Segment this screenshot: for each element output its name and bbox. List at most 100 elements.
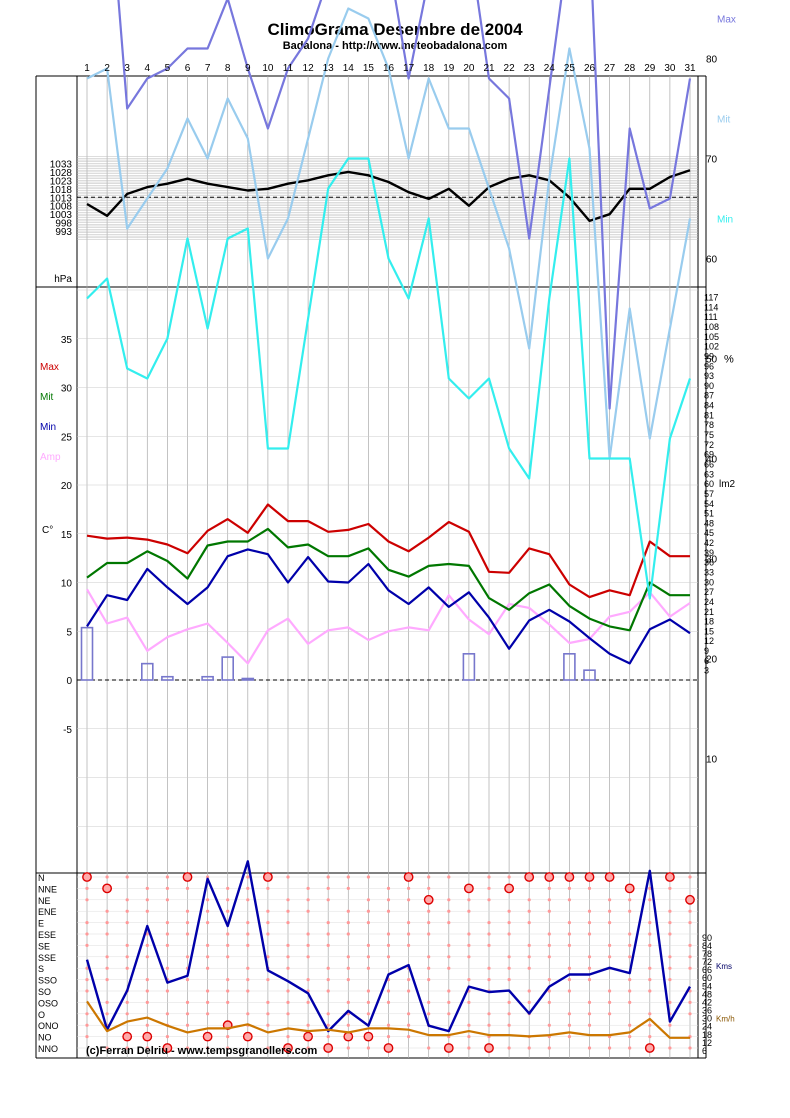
wind-frequency-dot	[447, 989, 451, 993]
wind-frequency-dot	[648, 989, 652, 993]
humidity-tick-label: 20	[706, 655, 718, 666]
wind-frequency-dot	[608, 909, 612, 913]
wind-frequency-dot	[165, 1012, 169, 1016]
wind-frequency-dot	[185, 909, 190, 913]
wind-frequency-dot	[266, 921, 270, 925]
dominant-direction-marker	[604, 872, 615, 882]
dominant-direction-marker	[524, 872, 535, 882]
temperature-tick-label: 30	[61, 384, 73, 395]
wind-frequency-dot	[185, 1000, 190, 1005]
wind-frequency-dot	[145, 955, 149, 959]
temperature-tick-label: -5	[63, 725, 72, 736]
wind-frequency-dot	[226, 932, 230, 936]
wind-frequency-dot	[206, 943, 210, 948]
wind-tick-label: 36	[702, 1006, 712, 1016]
wind-frequency-dot	[346, 932, 350, 936]
wind-tick-label: 60	[702, 973, 712, 983]
wind-tick-label: 66	[702, 965, 712, 975]
rain-tick-label: 12	[704, 636, 714, 646]
wind-frequency-dot	[587, 909, 592, 913]
wind-frequency-dot	[628, 898, 632, 902]
wind-frequency-dot	[587, 955, 592, 959]
wind-frequency-dot	[407, 932, 411, 936]
wind-frequency-dot	[246, 898, 250, 902]
wind-tick-label: 72	[702, 957, 712, 967]
wind-frequency-dot	[527, 955, 531, 959]
wind-frequency-dot	[547, 909, 551, 913]
wind-frequency-dot	[85, 921, 89, 925]
wind-frequency-dot	[447, 898, 451, 902]
wind-frequency-dot	[628, 955, 632, 959]
rain-tick-label: 114	[704, 302, 718, 312]
wind-frequency-dot	[427, 875, 431, 879]
wind-frequency-dot	[185, 886, 190, 891]
pressure-tick-label: 998	[55, 219, 72, 230]
wind-frequency-dot	[105, 932, 109, 936]
wind-frequency-dot	[185, 978, 190, 982]
wind-direction-label: O	[38, 1010, 45, 1020]
wind-frequency-dot	[125, 1012, 129, 1016]
humidity-tick-label: 10	[706, 755, 718, 766]
wind-frequency-dot	[266, 955, 270, 959]
chart-title: ClimoGrama Desembre de 2004	[267, 20, 523, 39]
wind-frequency-dot	[226, 943, 230, 948]
wind-frequency-dot	[165, 1035, 169, 1039]
wind-direction-label: N	[38, 873, 45, 883]
wind-frequency-dot	[185, 1023, 190, 1027]
wind-frequency-dot	[286, 909, 290, 913]
wind-frequency-dot	[487, 932, 491, 936]
wind-frequency-dot	[547, 898, 551, 902]
day-tick-label: 24	[544, 63, 556, 74]
temperature-legend-max: Max	[40, 362, 59, 373]
wind-frequency-dot	[507, 1023, 511, 1027]
wind-frequency-dot	[145, 1023, 149, 1027]
wind-frequency-dot	[648, 921, 652, 925]
rain-tick-label: 96	[704, 361, 714, 371]
wind-frequency-dot	[306, 886, 310, 891]
wind-frequency-dot	[587, 1000, 592, 1005]
precip-bar	[201, 675, 214, 681]
wind-frequency-dot	[85, 932, 89, 936]
dominant-direction-marker	[363, 1031, 374, 1042]
humidity-min-line	[86, 157, 692, 600]
wind-direction-label: NNO	[38, 1044, 58, 1054]
wind-frequency-dot	[185, 932, 190, 936]
wind-frequency-dot	[567, 978, 572, 982]
day-tick-label: 22	[504, 63, 516, 74]
dominant-direction-marker	[644, 1043, 655, 1053]
wind-frequency-dot	[567, 1012, 572, 1016]
wind-frequency-dot	[286, 1012, 290, 1016]
wind-frequency-dot	[306, 932, 310, 936]
wind-frequency-dot	[648, 978, 652, 982]
wind-frequency-dot	[688, 1012, 692, 1016]
wind-frequency-dot	[266, 1012, 270, 1016]
wind-frequency-dot	[487, 1012, 491, 1016]
pressure-unit-label: hPa	[54, 274, 72, 285]
wind-frequency-dot	[427, 978, 431, 982]
wind-frequency-dot	[628, 1000, 632, 1005]
wind-frequency-dot	[668, 955, 672, 959]
wind-frequency-dot	[346, 955, 350, 959]
rain-tick-label: 48	[704, 518, 714, 528]
wind-frequency-dot	[366, 943, 370, 948]
day-tick-label: 26	[584, 63, 596, 74]
wind-frequency-dot	[587, 1046, 592, 1050]
wind-frequency-dot	[286, 955, 290, 959]
day-tick-label: 18	[423, 63, 435, 74]
wind-frequency-dot	[688, 1000, 692, 1005]
dominant-direction-marker	[484, 1043, 494, 1053]
pressure-tick-label: 1003	[50, 210, 73, 221]
humidity-unit-label: %	[724, 354, 734, 366]
wind-frequency-dot	[206, 989, 210, 993]
day-tick-label: 19	[443, 63, 455, 74]
wind-frequency-dot	[407, 1023, 411, 1027]
wind-frequency-dot	[507, 932, 511, 936]
temperature-tick-label: 0	[66, 676, 72, 687]
humidity-tick-label: 40	[706, 455, 718, 466]
axis-labels: 1 2 3 4 5 6 7 8 9 10 11 12 13 14 15 16 17 18 19 20 21 22 23 24 2…	[38, 15, 736, 1056]
precip-bar	[161, 675, 174, 681]
wind-frequency-dot	[85, 898, 89, 902]
wind-frequency-dot	[105, 909, 109, 913]
wind-frequency-dot	[246, 966, 250, 970]
wind-frequency-dot	[507, 1000, 511, 1005]
